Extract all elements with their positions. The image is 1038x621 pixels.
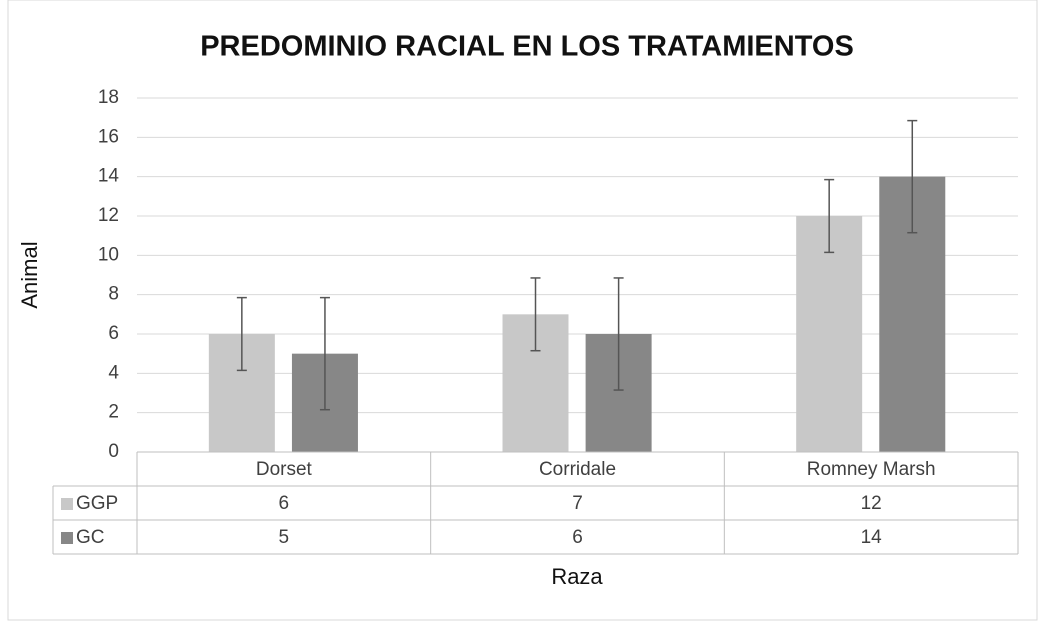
data-label: 14 bbox=[861, 527, 883, 548]
y-tick-label: 0 bbox=[108, 441, 119, 462]
x-tick-label: Romney Marsh bbox=[807, 459, 936, 480]
legend-swatch bbox=[61, 498, 73, 510]
bar bbox=[796, 216, 863, 452]
error-bar bbox=[907, 119, 918, 234]
chart-title: PREDOMINIO RACIAL EN LOS TRATAMIENTOS bbox=[200, 31, 854, 63]
legend-label: GC bbox=[76, 527, 105, 548]
y-tick-label: 2 bbox=[108, 402, 119, 423]
data-label: 7 bbox=[572, 493, 583, 514]
error-bar bbox=[319, 296, 330, 411]
data-label: 5 bbox=[279, 527, 290, 548]
x-tick-label: Dorset bbox=[256, 459, 313, 480]
y-tick-label: 12 bbox=[98, 205, 119, 226]
x-axis-title: Raza bbox=[551, 564, 603, 589]
y-tick-label: 18 bbox=[98, 87, 119, 108]
y-tick-label: 14 bbox=[98, 166, 120, 187]
y-tick-label: 10 bbox=[98, 244, 119, 265]
y-tick-label: 16 bbox=[98, 126, 119, 147]
data-label: 6 bbox=[279, 493, 290, 514]
x-tick-label: Corridale bbox=[539, 459, 616, 480]
error-bar bbox=[530, 277, 541, 352]
error-bar bbox=[824, 178, 835, 254]
y-tick-label: 8 bbox=[108, 284, 119, 305]
legend-swatch bbox=[61, 532, 73, 544]
legend-label: GGP bbox=[76, 493, 118, 514]
data-label: 6 bbox=[572, 527, 583, 548]
y-tick-label: 4 bbox=[108, 362, 119, 383]
chart-frame bbox=[7, 0, 1038, 621]
error-bar bbox=[613, 277, 624, 391]
error-bar bbox=[236, 296, 247, 372]
data-label: 12 bbox=[861, 493, 882, 514]
y-tick-label: 6 bbox=[108, 323, 119, 344]
y-axis-title: Animal bbox=[17, 241, 42, 308]
